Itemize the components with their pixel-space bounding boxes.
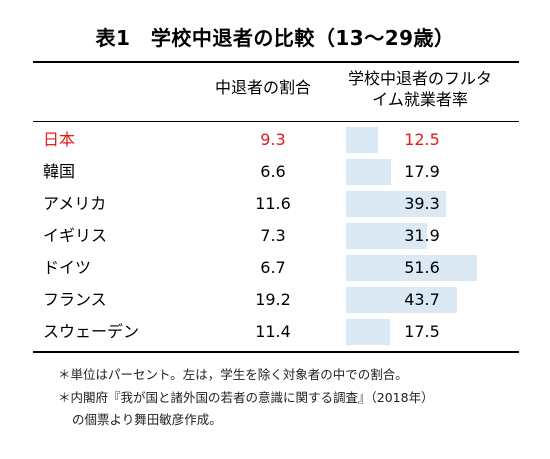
dropout-rate-value: 11.4 [255,322,291,341]
fulltime-rate-value: 12.5 [404,130,440,149]
country-name: ドイツ [43,258,92,277]
dropout-rate-value: 7.3 [260,226,286,245]
note-units: ＊単位はパーセント。左は，学生を除く対象者の中での割合。 [58,367,408,382]
dropout-rate-value: 9.3 [260,130,286,149]
dropout-rate-value: 11.6 [255,194,291,213]
fulltime-rate-bar [346,127,378,153]
header-dropout-rate: 中退者の割合 [214,78,311,97]
fulltime-rate-bar [346,319,390,345]
fulltime-rate-bar [346,159,391,185]
table-row: イギリス 7.3 31.9 [33,220,519,252]
country-name: 日本 [43,130,76,149]
header-fulltime-rate-line2: イム就業者率 [372,90,468,109]
fulltime-rate-bar [346,255,477,281]
fulltime-rate-value: 17.5 [404,322,440,341]
table-row: 日本 9.3 12.5 [33,124,519,156]
header-fulltime-rate: 学校中退者のフルタ イム就業者率 [340,68,500,110]
fulltime-rate-bar [346,223,427,249]
table-row: 韓国 6.6 17.9 [33,156,519,188]
country-name: スウェーデン [43,322,140,341]
dropout-rate-value: 6.7 [260,258,286,277]
fulltime-rate-value: 51.6 [404,258,440,277]
fulltime-rate-bar [346,191,446,217]
dropout-rate-value: 19.2 [255,290,291,309]
table-title: 表1 学校中退者の比較（13〜29歳） [95,26,455,50]
table-row: ドイツ 6.7 51.6 [33,252,519,284]
note-source-cont: の個票より舞田敏彦作成。 [72,412,222,427]
country-name: イギリス [43,226,108,245]
table-row: アメリカ 11.6 39.3 [33,188,519,220]
fulltime-rate-value: 39.3 [404,194,440,213]
fulltime-rate-value: 17.9 [404,162,440,181]
country-name: フランス [43,290,107,309]
fulltime-rate-bar [346,287,457,313]
table-row: スウェーデン 11.4 17.5 [33,316,519,348]
country-name: アメリカ [43,194,107,213]
fulltime-rate-value: 31.9 [404,226,440,245]
header-fulltime-rate-line1: 学校中退者のフルタ [347,69,492,88]
dropout-rate-value: 6.6 [260,162,286,181]
country-name: 韓国 [43,162,76,181]
bottom-rule [33,351,519,353]
top-rule [33,61,519,63]
header-rule [33,121,519,122]
table-row: フランス 19.2 43.7 [33,284,519,316]
fulltime-rate-value: 43.7 [404,290,440,309]
note-source: ＊内閣府『我が国と諸外国の若者の意識に関する調査』（2018年） [58,390,434,405]
